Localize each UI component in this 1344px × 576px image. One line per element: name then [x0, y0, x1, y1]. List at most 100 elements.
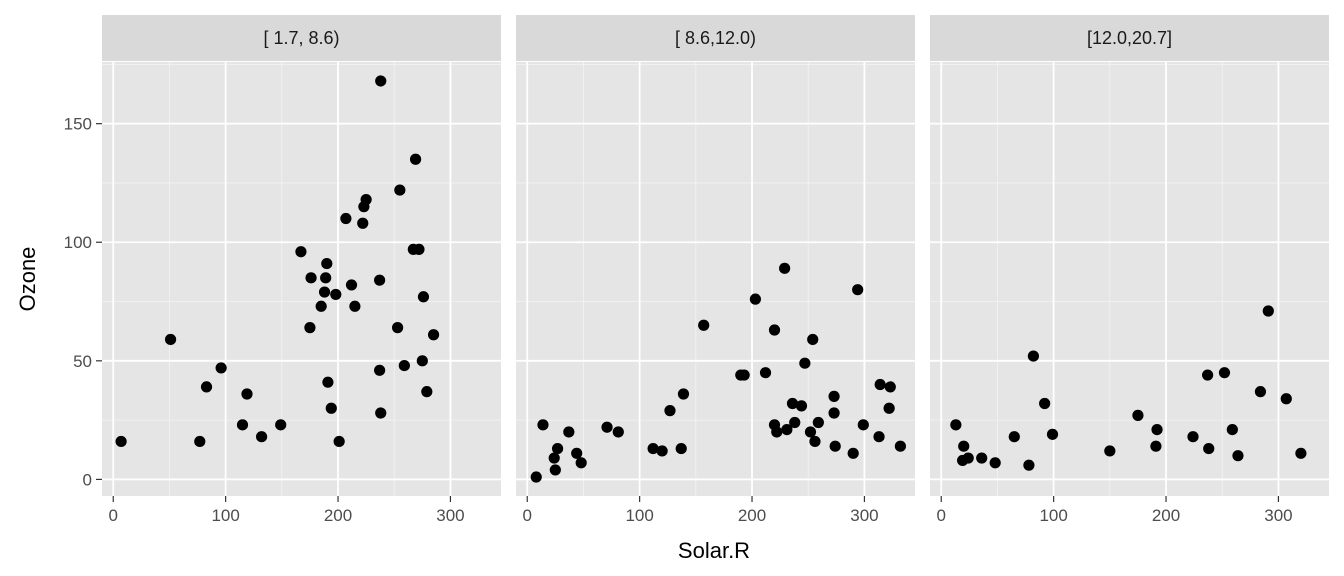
y-axis: 0 50 100 150 — [64, 115, 102, 489]
data-point — [1023, 459, 1035, 471]
data-point — [1027, 350, 1040, 362]
data-point — [656, 445, 668, 457]
data-point — [333, 435, 345, 448]
data-point — [647, 442, 659, 455]
data-point — [1280, 393, 1292, 405]
data-point — [828, 407, 840, 419]
y-tick-label: 0 — [83, 470, 92, 489]
data-point — [349, 300, 361, 312]
data-point — [357, 217, 369, 229]
data-point — [375, 407, 387, 419]
x-tick-label: 200 — [1152, 506, 1180, 525]
data-point — [1008, 431, 1020, 443]
data-point — [320, 272, 332, 284]
data-point — [1262, 305, 1274, 317]
data-point — [315, 300, 327, 312]
data-point — [874, 378, 886, 391]
data-point — [325, 402, 337, 414]
data-point — [884, 381, 896, 393]
data-point — [601, 421, 613, 433]
data-point — [360, 193, 372, 206]
data-point — [828, 390, 840, 402]
data-point — [1232, 450, 1244, 462]
facet-panel: [12.0,20.7] 0 100 200 300 — [930, 15, 1329, 525]
data-point — [771, 426, 783, 438]
data-point — [852, 284, 864, 296]
data-point — [417, 291, 430, 303]
facet-panel: [ 8.6,12.0) 0 100 200 300 — [516, 15, 915, 525]
x-tick-label: 100 — [1039, 506, 1067, 525]
data-point — [398, 359, 410, 372]
facet-strip — [516, 15, 915, 61]
data-point — [675, 442, 687, 455]
data-point — [305, 272, 317, 284]
data-point — [256, 431, 268, 443]
data-point — [976, 452, 988, 464]
data-point — [768, 324, 781, 336]
data-point — [295, 246, 307, 258]
data-point — [807, 333, 819, 346]
data-point — [571, 447, 583, 459]
data-point — [847, 447, 859, 459]
data-point — [413, 243, 425, 255]
data-point — [1132, 409, 1144, 421]
data-point — [1151, 423, 1163, 436]
facet-strip-label: [ 1.7, 8.6) — [263, 28, 339, 48]
data-point — [738, 369, 750, 381]
data-point — [318, 286, 331, 298]
data-point — [421, 386, 433, 398]
data-point — [1046, 428, 1059, 440]
data-point — [215, 362, 227, 374]
data-point — [873, 431, 885, 443]
data-point — [275, 419, 287, 431]
data-point — [1254, 386, 1267, 398]
data-point — [812, 416, 824, 429]
data-point — [374, 364, 386, 376]
x-tick-label: 300 — [850, 506, 878, 525]
data-point — [749, 293, 762, 305]
y-tick-label: 150 — [64, 115, 92, 134]
x-tick-label: 300 — [1264, 506, 1292, 525]
data-point — [575, 457, 587, 469]
data-point — [321, 257, 333, 270]
data-point — [330, 288, 342, 301]
data-point — [200, 381, 213, 393]
x-tick-label: 100 — [211, 506, 239, 525]
x-axis-title: Solar.R — [678, 538, 750, 563]
data-point — [1202, 369, 1214, 381]
data-point — [345, 279, 358, 291]
data-point — [799, 357, 811, 369]
facet-strip-label: [ 8.6,12.0) — [675, 28, 756, 48]
data-point — [1187, 431, 1199, 443]
data-point — [789, 416, 801, 429]
data-point — [563, 426, 575, 438]
data-point — [1150, 440, 1162, 452]
data-point — [340, 212, 352, 225]
x-tick-label: 0 — [523, 506, 532, 525]
data-point — [612, 426, 624, 438]
data-point — [1203, 442, 1215, 455]
data-point — [322, 376, 334, 388]
data-point — [241, 388, 253, 400]
data-point — [164, 333, 177, 346]
data-point — [394, 184, 406, 196]
data-point — [1295, 447, 1307, 459]
x-tick-label: 200 — [324, 506, 352, 525]
panel-background — [930, 62, 1329, 496]
data-point — [829, 440, 841, 452]
data-point — [194, 435, 206, 448]
facet-strip-label: [12.0,20.7] — [1087, 28, 1172, 48]
data-point — [883, 402, 895, 414]
data-point — [781, 423, 793, 436]
data-point — [537, 419, 549, 431]
data-point — [115, 435, 127, 448]
data-point — [698, 319, 710, 331]
data-point — [548, 452, 560, 464]
data-point — [1039, 397, 1051, 410]
data-point — [804, 426, 817, 438]
x-tick-label: 100 — [625, 506, 653, 525]
data-point — [989, 457, 1001, 469]
data-point — [427, 329, 440, 341]
panel-background — [102, 62, 501, 496]
data-point — [304, 322, 316, 334]
